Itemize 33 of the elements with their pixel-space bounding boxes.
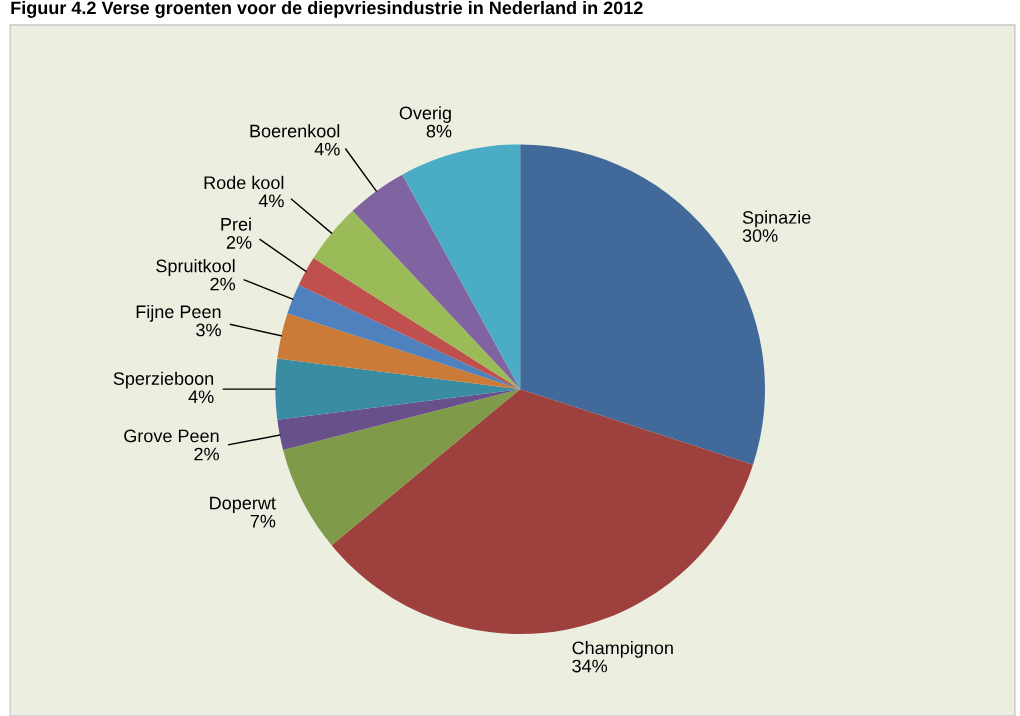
data-label: 34% xyxy=(572,659,608,673)
pie-slice xyxy=(298,258,521,390)
slice-label: Prei xyxy=(221,217,251,231)
data-label: 4% xyxy=(314,142,340,156)
pie-slice xyxy=(402,144,521,390)
data-label: 4% xyxy=(258,194,284,208)
data-label: 4% xyxy=(188,390,214,404)
data-label: 8% xyxy=(426,124,452,138)
slice-label: Sperzieboon xyxy=(113,371,214,389)
slice-label: Boerenkool xyxy=(250,124,340,138)
pie-slice xyxy=(275,358,521,420)
pie-slice xyxy=(352,174,521,390)
data-label: 30% xyxy=(742,229,778,242)
slice-label: Rode kool xyxy=(204,175,284,190)
slice-label: Doperwt xyxy=(210,496,276,513)
pie-slice xyxy=(277,389,521,451)
pie-slice xyxy=(277,313,521,390)
slice-label: Spinazie xyxy=(742,210,811,228)
pie-slice xyxy=(283,389,521,546)
pie-slice xyxy=(331,389,754,634)
slice-label: Grove Peen xyxy=(124,429,219,443)
pie-slice xyxy=(313,210,521,390)
pie-slice xyxy=(287,284,521,390)
chart-title: Figuur 4.2 Verse groenten voor de diepvriesindustrie in Nederland in 2012 xyxy=(11,0,643,18)
data-label: 2% xyxy=(226,236,252,249)
slice-label: Fijne Peen xyxy=(136,304,221,322)
slice-label: Overig xyxy=(399,106,451,123)
data-label: 7% xyxy=(250,514,276,528)
slice-label: Spruitkool xyxy=(156,259,235,276)
data-label: 2% xyxy=(210,277,236,291)
data-label: 3% xyxy=(196,323,221,337)
slice-label: Champignon xyxy=(572,641,673,658)
data-label: 2% xyxy=(194,447,219,461)
